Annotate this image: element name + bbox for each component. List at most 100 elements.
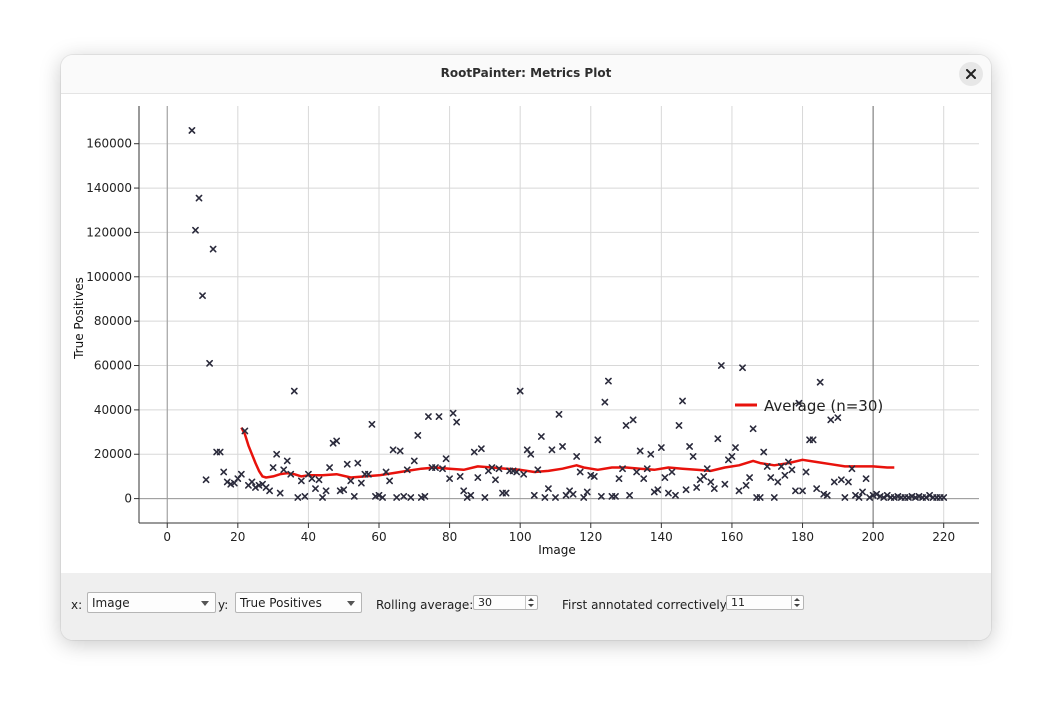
- data-point: [477, 445, 485, 453]
- x-axis-select-label: x:: [71, 598, 83, 612]
- data-point: [756, 494, 764, 501]
- data-point: [414, 431, 422, 439]
- data-point: [368, 420, 376, 428]
- data-point: [319, 494, 326, 501]
- data-point: [488, 464, 496, 471]
- data-point: [297, 477, 305, 485]
- data-point: [555, 410, 563, 418]
- first-annotated-label: First annotated correctively:: [562, 598, 730, 612]
- data-point: [774, 478, 782, 486]
- data-point: [615, 475, 623, 483]
- x-tick-label: 200: [862, 530, 885, 544]
- data-point: [241, 427, 249, 435]
- data-point: [643, 465, 651, 473]
- first-annotated-spinbox[interactable]: 11: [726, 595, 804, 610]
- data-point: [379, 494, 386, 501]
- close-button[interactable]: [959, 62, 983, 86]
- y-tick-label: 40000: [94, 403, 132, 417]
- data-point: [597, 492, 605, 500]
- rolling-average-label: Rolling average:: [376, 598, 474, 612]
- data-point: [375, 491, 383, 499]
- data-point: [873, 490, 881, 498]
- data-point: [799, 487, 806, 495]
- data-point: [534, 466, 542, 474]
- data-point: [393, 494, 401, 501]
- data-point: [781, 471, 789, 479]
- data-point: [940, 494, 948, 501]
- data-point: [763, 463, 771, 470]
- data-point: [845, 478, 852, 486]
- data-point: [809, 436, 817, 444]
- data-point: [880, 494, 888, 501]
- data-point: [654, 486, 662, 494]
- data-point: [333, 437, 341, 445]
- metrics-plot-window: RootPainter: Metrics Plot 0 20 40 60 80 100 12…: [61, 55, 991, 640]
- x-tick-label: 80: [442, 530, 457, 544]
- data-point: [703, 465, 711, 473]
- data-point: [216, 448, 224, 456]
- data-point: [449, 409, 457, 417]
- data-point: [248, 478, 256, 486]
- data-point: [350, 492, 358, 500]
- data-point: [467, 491, 475, 499]
- data-point: [802, 468, 810, 476]
- data-point: [199, 292, 206, 300]
- data-point: [626, 491, 633, 499]
- x-axis-select[interactable]: Image: [87, 592, 216, 613]
- data-point: [456, 473, 464, 480]
- data-point: [837, 476, 845, 484]
- data-point: [290, 387, 298, 395]
- data-point: [421, 492, 429, 500]
- data-point: [541, 494, 549, 501]
- x-axis-label: Image: [538, 543, 576, 557]
- data-point: [580, 494, 588, 501]
- x-tick-label: 180: [791, 530, 814, 544]
- data-point: [661, 474, 669, 481]
- data-point: [735, 487, 743, 495]
- plot-canvas[interactable]: 0 20 40 60 80 100 120 140 160 180 200 220 0 20000 4000…: [61, 94, 991, 573]
- data-point: [470, 448, 478, 456]
- spin-down-button[interactable]: [794, 604, 800, 607]
- data-point: [675, 422, 683, 429]
- data-point: [862, 475, 870, 483]
- data-point: [442, 455, 450, 463]
- controls-bar: x: Image y: True Positives Rolling avera…: [61, 573, 991, 640]
- spin-up-button[interactable]: [528, 598, 534, 601]
- data-point: [357, 479, 365, 487]
- data-point: [665, 489, 672, 497]
- data-point: [403, 466, 411, 474]
- data-point: [636, 447, 644, 455]
- title-bar: RootPainter: Metrics Plot: [61, 55, 991, 94]
- data-point: [209, 245, 217, 253]
- y-axis-select[interactable]: True Positives: [235, 592, 362, 613]
- data-point: [590, 473, 598, 480]
- data-point: [354, 459, 362, 467]
- data-point: [530, 491, 538, 499]
- data-point: [195, 194, 203, 202]
- x-tick-label: 100: [509, 530, 532, 544]
- data-point: [746, 474, 753, 481]
- data-point: [280, 466, 288, 474]
- data-point: [633, 468, 641, 476]
- data-point: [481, 494, 489, 501]
- data-point: [439, 465, 446, 473]
- data-point: [400, 492, 408, 500]
- data-point: [841, 494, 849, 501]
- data-point: [657, 444, 665, 451]
- x-axis-select-value: Image: [92, 596, 130, 610]
- data-point: [308, 475, 316, 483]
- data-point: [816, 378, 824, 386]
- data-point: [700, 473, 708, 480]
- data-point: [672, 491, 679, 499]
- spin-down-button[interactable]: [528, 604, 534, 607]
- data-point: [742, 481, 750, 489]
- data-point: [922, 494, 930, 501]
- data-point: [619, 465, 626, 473]
- data-point: [852, 491, 859, 499]
- rolling-average-spinbox[interactable]: 30: [473, 595, 538, 610]
- data-point: [386, 477, 393, 485]
- data-point: [866, 494, 873, 501]
- spin-up-button[interactable]: [794, 598, 800, 601]
- data-point: [453, 418, 461, 426]
- data-point: [410, 457, 418, 465]
